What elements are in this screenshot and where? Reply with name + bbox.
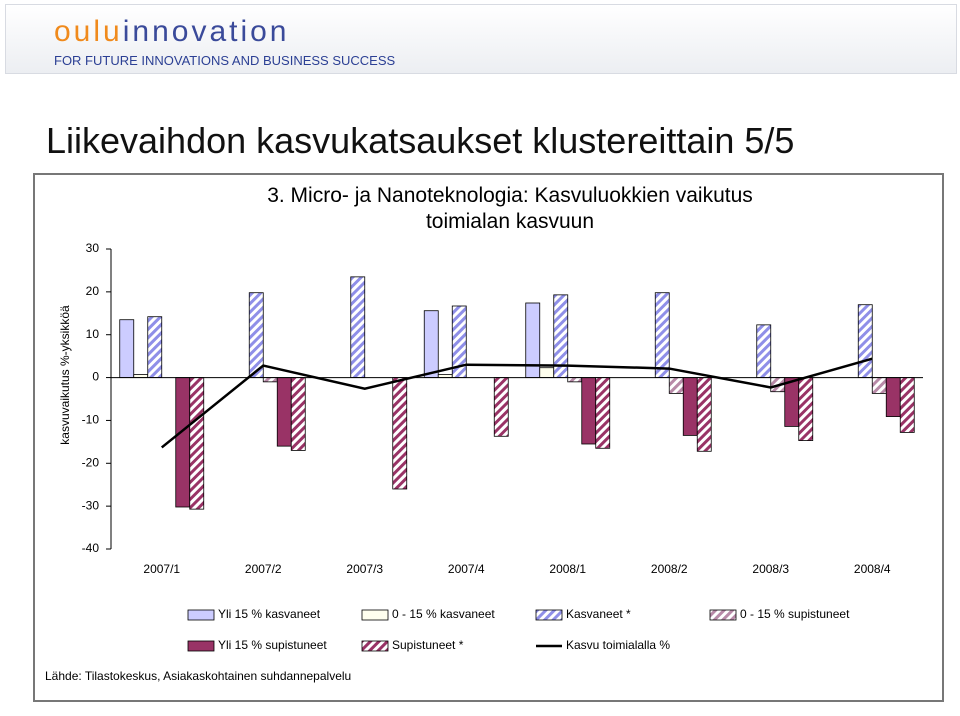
bar: [539, 367, 555, 378]
chart-title: 3. Micro- ja Nanoteknologia: Kasvuluokki…: [267, 184, 753, 233]
legend-label: Kasvaneet *: [566, 607, 631, 621]
bar: [784, 377, 800, 427]
chart-frame: [33, 173, 944, 702]
x-tick-label: 2008/3: [752, 562, 789, 576]
bar: [581, 377, 597, 445]
y-tick-label: 30: [86, 241, 100, 255]
x-tick-label: 2007/1: [143, 562, 180, 576]
x-tick-label: 2008/2: [651, 562, 688, 576]
legend-label: 0 - 15 % supistuneet: [740, 607, 850, 621]
bar: [885, 377, 901, 417]
bar: [350, 276, 366, 378]
x-tick-label: 2008/4: [854, 562, 891, 576]
bar: [682, 377, 698, 436]
bar: [147, 316, 163, 378]
logo: ouluinnovation: [54, 15, 290, 49]
y-tick-label: -40: [82, 541, 100, 555]
bar: [262, 377, 278, 383]
bar: [857, 304, 873, 378]
x-tick-label: 2007/2: [245, 562, 282, 576]
legend-label: Yli 15 % supistuneet: [218, 638, 327, 652]
bar: [493, 377, 509, 437]
bar: [756, 324, 772, 378]
bar: [423, 310, 439, 378]
legend-swatch: [187, 609, 215, 621]
header: ouluinnovation FOR FUTURE INNOVATIONS AN…: [5, 4, 957, 74]
legend-swatch: [709, 609, 737, 621]
bar: [871, 377, 887, 394]
legend-label: 0 - 15 % kasvaneet: [392, 607, 495, 621]
y-tick-label: 20: [86, 284, 100, 298]
bar: [175, 377, 191, 508]
y-tick-label: -30: [82, 498, 100, 512]
legend-label: Kasvu toimialalla %: [566, 638, 670, 652]
legend-label: Yli 15 % kasvaneet: [218, 607, 321, 621]
y-tick-label: 10: [86, 327, 100, 341]
bar: [567, 377, 583, 383]
bar: [899, 377, 915, 433]
legend-swatch: [361, 640, 389, 652]
bar: [248, 292, 264, 378]
bar: [668, 377, 684, 394]
bar: [392, 377, 408, 490]
bar: [119, 319, 135, 378]
logo-right: innovation: [122, 15, 290, 48]
legend-label: Supistuneet *: [392, 638, 464, 652]
bar: [654, 292, 670, 378]
legend-swatch: [535, 609, 563, 621]
slide-title: Liikevaihdon kasvukatsaukset klustereitt…: [46, 120, 795, 161]
x-tick-label: 2008/1: [549, 562, 586, 576]
bar: [290, 377, 306, 451]
bar: [798, 377, 814, 441]
bar: [595, 377, 611, 449]
line-series: [160, 357, 873, 449]
y-tick-label: -10: [82, 413, 100, 427]
y-tick-label: -20: [82, 455, 100, 469]
source: Lähde: Tilastokeskus, Asiakaskohtainen s…: [45, 669, 352, 683]
x-tick-label: 2007/4: [448, 562, 485, 576]
x-tick-label: 2007/3: [346, 562, 383, 576]
bar: [189, 377, 205, 510]
bar: [276, 377, 292, 447]
y-axis-label: kasvuvaikutus %-yksikköä: [58, 305, 72, 445]
legend-swatch: [187, 640, 215, 652]
y-tick-label: 0: [92, 370, 99, 384]
legend-swatch: [361, 609, 389, 621]
bar: [696, 377, 712, 452]
logo-left: oulu: [54, 15, 123, 48]
tagline: FOR FUTURE INNOVATIONS AND BUSINESS SUCC…: [54, 53, 396, 68]
